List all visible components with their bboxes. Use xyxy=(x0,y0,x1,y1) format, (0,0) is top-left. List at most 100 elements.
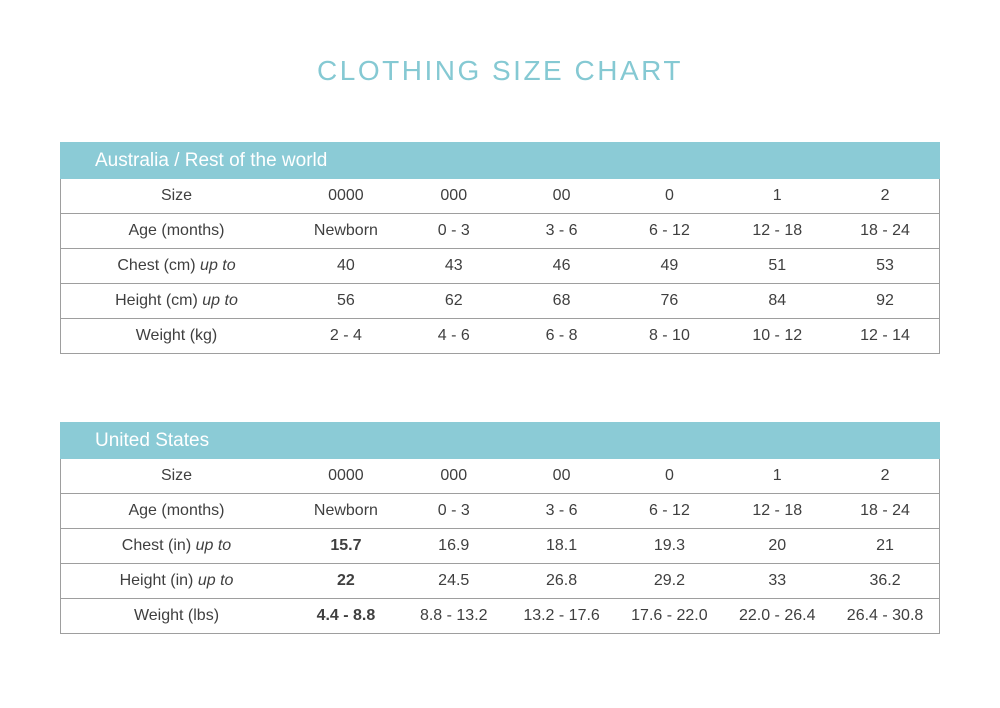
table-cell: 21 xyxy=(876,537,894,554)
table-cell: 92 xyxy=(876,292,894,309)
table-cell: 40 xyxy=(337,257,355,274)
page-title: CLOTHING SIZE CHART xyxy=(317,55,683,86)
table-cell: 12 - 18 xyxy=(752,502,803,519)
row-label-suffix: up to xyxy=(197,572,234,589)
table-cell: 16.9 xyxy=(438,537,470,554)
table-cell: 36.2 xyxy=(869,572,901,589)
table-cell: 26.8 xyxy=(546,572,578,589)
row-label: Chest (cm) up to xyxy=(61,257,292,275)
table-cell: 68 xyxy=(552,292,571,309)
table-row-height: Height (in) up to 22 24.5 26.8 29.2 33 3… xyxy=(61,564,939,599)
table-cell: 53 xyxy=(876,257,894,274)
table-header-label: Australia / Rest of the world xyxy=(95,149,328,171)
table-cell: 00 xyxy=(552,467,571,484)
table-cell: 29.2 xyxy=(653,572,685,589)
table-cell: 0 - 3 xyxy=(437,502,470,519)
table-cell: 15.7 xyxy=(330,537,362,554)
table-cell: 19.3 xyxy=(653,537,685,554)
size-table-australia: Australia / Rest of the world Size 0000 … xyxy=(60,142,940,354)
table-cell: 8.8 - 13.2 xyxy=(419,607,488,624)
table-cell: 17.6 - 22.0 xyxy=(631,607,708,624)
table-body: Size 0000 000 00 0 1 2 Age (months) Newb… xyxy=(60,459,940,634)
table-cell: 12 - 18 xyxy=(752,222,803,239)
table-cell: 10 - 12 xyxy=(752,327,803,344)
table-cell: 1 xyxy=(772,187,782,204)
table-cell: 2 xyxy=(880,467,890,484)
row-label: Size xyxy=(61,467,292,485)
row-label: Size xyxy=(61,187,292,205)
table-cell: 33 xyxy=(768,572,787,589)
table-cell: 2 xyxy=(880,187,890,204)
table-cell: 6 - 8 xyxy=(545,327,578,344)
table-cell: 1 xyxy=(772,467,782,484)
table-row-chest: Chest (cm) up to 40 43 46 49 51 53 xyxy=(61,249,939,284)
table-cell: 0000 xyxy=(328,467,364,484)
table-cell: 18 - 24 xyxy=(860,502,910,519)
table-cell: 56 xyxy=(337,292,355,309)
table-cell: 12 - 14 xyxy=(860,327,910,344)
table-cell: 3 - 6 xyxy=(545,222,578,239)
row-label: Weight (kg) xyxy=(61,327,292,345)
table-cell: 46 xyxy=(552,257,571,274)
row-label: Age (months) xyxy=(61,222,292,240)
row-label-text: Height (in) xyxy=(119,572,194,589)
row-label: Weight (lbs) xyxy=(61,607,292,625)
table-row-chest: Chest (in) up to 15.7 16.9 18.1 19.3 20 … xyxy=(61,529,939,564)
table-header-united-states: United States xyxy=(60,422,940,459)
table-cell: 18.1 xyxy=(546,537,578,554)
table-cell: 0 - 3 xyxy=(437,222,470,239)
row-label: Height (in) up to xyxy=(61,572,292,590)
row-label-text: Weight (lbs) xyxy=(133,607,220,624)
table-row-age: Age (months) Newborn 0 - 3 3 - 6 6 - 12 … xyxy=(61,494,939,529)
table-cell: 6 - 12 xyxy=(648,502,690,519)
table-cell: 00 xyxy=(552,187,571,204)
row-label-text: Age (months) xyxy=(128,222,225,239)
row-label-suffix: up to xyxy=(202,292,238,309)
row-label-suffix: up to xyxy=(195,537,232,554)
table-cell: 51 xyxy=(768,257,787,274)
table-cell: Newborn xyxy=(313,222,378,239)
table-cell: Newborn xyxy=(313,502,378,519)
table-cell: 000 xyxy=(440,467,468,484)
table-cell: 0000 xyxy=(328,187,364,204)
table-cell: 24.5 xyxy=(438,572,470,589)
table-row-height: Height (cm) up to 56 62 68 76 84 92 xyxy=(61,284,939,319)
table-header-label: United States xyxy=(95,429,210,451)
table-row-size: Size 0000 000 00 0 1 2 xyxy=(61,179,939,214)
row-label-text: Height (cm) xyxy=(115,292,198,309)
table-cell: 43 xyxy=(444,257,463,274)
table-body: Size 0000 000 00 0 1 2 Age (months) Newb… xyxy=(60,179,940,354)
table-cell: 000 xyxy=(440,187,468,204)
table-cell: 6 - 12 xyxy=(648,222,690,239)
table-row-size: Size 0000 000 00 0 1 2 xyxy=(61,459,939,494)
table-row-weight: Weight (kg) 2 - 4 4 - 6 6 - 8 8 - 10 10 … xyxy=(61,319,939,354)
row-label-text: Age (months) xyxy=(128,502,225,519)
row-label-text: Size xyxy=(160,187,193,204)
size-table-united-states: United States Size 0000 000 00 0 1 2 Age… xyxy=(60,422,940,634)
table-cell: 84 xyxy=(768,292,787,309)
table-cell: 13.2 - 17.6 xyxy=(523,607,600,624)
table-cell: 18 - 24 xyxy=(860,222,910,239)
table-cell: 0 xyxy=(664,467,674,484)
row-label: Chest (in) up to xyxy=(61,537,292,555)
table-cell: 2 - 4 xyxy=(329,327,362,344)
row-label-text: Size xyxy=(160,467,193,484)
table-cell: 62 xyxy=(444,292,463,309)
table-header-australia: Australia / Rest of the world xyxy=(60,142,940,179)
row-label-text: Weight (kg) xyxy=(135,327,218,344)
table-cell: 76 xyxy=(660,292,679,309)
table-cell: 0 xyxy=(664,187,674,204)
table-cell: 22.0 - 26.4 xyxy=(738,607,816,624)
table-cell: 26.4 - 30.8 xyxy=(846,607,924,624)
table-cell: 4.4 - 8.8 xyxy=(316,607,376,624)
row-label-text: Chest (cm) xyxy=(117,257,196,274)
row-label-text: Chest (in) xyxy=(121,537,192,554)
table-cell: 8 - 10 xyxy=(648,327,690,344)
table-cell: 20 xyxy=(768,537,787,554)
table-row-weight: Weight (lbs) 4.4 - 8.8 8.8 - 13.2 13.2 -… xyxy=(61,599,939,634)
row-label: Age (months) xyxy=(61,502,292,520)
row-label: Height (cm) up to xyxy=(61,292,292,310)
table-row-age: Age (months) Newborn 0 - 3 3 - 6 6 - 12 … xyxy=(61,214,939,249)
table-cell: 3 - 6 xyxy=(545,502,578,519)
table-cell: 22 xyxy=(337,572,355,589)
